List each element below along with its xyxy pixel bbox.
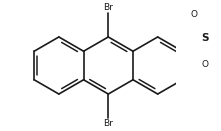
Text: O: O: [190, 10, 197, 19]
Text: Br: Br: [103, 2, 113, 12]
Text: O: O: [201, 60, 208, 69]
Text: S: S: [201, 33, 208, 43]
Text: Br: Br: [103, 119, 113, 129]
